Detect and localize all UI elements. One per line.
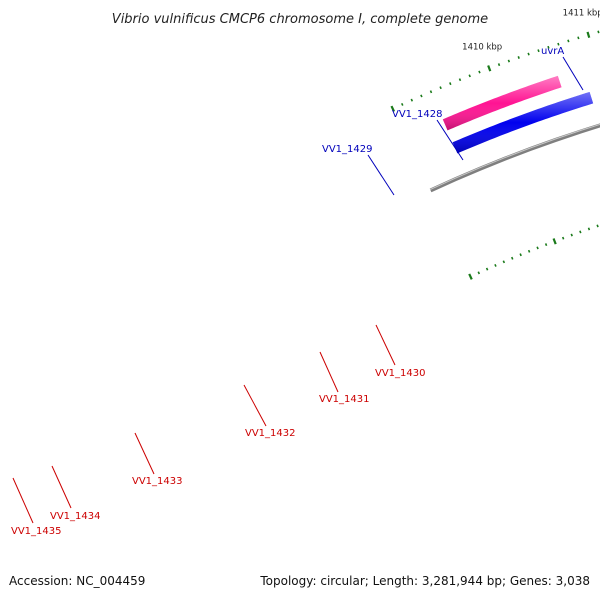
kbp-label: 1411 kbp — [563, 9, 600, 19]
gene-label[interactable]: VV1_1431 — [319, 394, 370, 405]
inner-tick-ring — [468, 224, 599, 280]
chromosome-backbone — [429, 123, 600, 193]
gene-label[interactable]: VV1_1432 — [245, 428, 296, 439]
minor-tick — [536, 246, 539, 250]
genome-summary-text: Topology: circular; Length: 3,281,944 bp… — [259, 574, 590, 588]
label-leader-line — [51, 465, 72, 509]
minor-tick — [468, 74, 471, 78]
gene-feature-shade — [452, 91, 594, 154]
label-leader-line — [12, 477, 34, 524]
gene-labels: uvrA VV1_1428 VV1_1429 VV1_1430 VV1_1431 VV1_… — [11, 46, 584, 537]
minor-tick — [527, 52, 530, 56]
label-leader-line — [319, 351, 339, 393]
minor-tick — [477, 271, 481, 275]
gene-label[interactable]: VV1_1434 — [50, 511, 101, 522]
label-leader-line — [562, 56, 584, 91]
minor-tick — [401, 102, 404, 106]
minor-tick — [570, 233, 573, 237]
accession-text: Accession: NC_004459 — [9, 574, 145, 588]
minor-tick — [527, 249, 531, 253]
gene-feature-shade — [442, 75, 562, 131]
major-tick — [390, 105, 396, 112]
minor-tick — [544, 243, 548, 247]
minor-tick — [449, 82, 452, 86]
minor-tick — [429, 90, 433, 94]
minor-tick — [507, 59, 511, 63]
minor-tick — [511, 256, 514, 260]
minor-tick — [587, 227, 591, 231]
gene-label[interactable]: VV1_1428 — [392, 109, 443, 120]
gene-label[interactable]: VV1_1433 — [132, 476, 183, 487]
major-tick — [468, 273, 473, 280]
minor-tick — [497, 63, 501, 67]
label-leader-line — [367, 154, 395, 196]
gene-label[interactable]: VV1_1435 — [11, 526, 62, 537]
outer-tick-ring — [390, 30, 600, 112]
minor-tick — [517, 56, 520, 59]
minor-tick — [561, 236, 565, 240]
minor-tick — [485, 267, 489, 271]
minor-tick — [494, 263, 497, 267]
major-tick — [487, 65, 492, 72]
minor-tick — [579, 230, 582, 234]
minor-tick — [519, 253, 522, 257]
map-title: Vibrio vulnificus CMCP6 chromosome I, co… — [112, 12, 488, 27]
gene-feature[interactable] — [452, 91, 594, 154]
minor-tick — [478, 70, 481, 74]
major-tick — [586, 31, 591, 39]
kbp-label: 1410 kbp — [462, 43, 502, 53]
gene-feature[interactable] — [442, 75, 562, 131]
minor-tick — [577, 36, 580, 40]
gene-label[interactable]: VV1_1430 — [375, 368, 426, 379]
label-leader-line — [375, 324, 396, 366]
gene-label[interactable]: uvrA — [541, 46, 564, 57]
minor-tick — [567, 39, 570, 43]
minor-tick — [547, 45, 550, 49]
chromosome-backbone-highlight — [429, 123, 600, 191]
gene-label[interactable]: VV1_1429 — [322, 144, 373, 155]
label-leader-line — [243, 384, 267, 427]
minor-tick — [458, 78, 462, 82]
major-tick — [552, 238, 557, 245]
label-leader-line — [134, 432, 155, 475]
minor-tick — [502, 260, 506, 264]
minor-tick — [439, 86, 442, 90]
minor-tick — [597, 30, 600, 34]
label-leader-line — [436, 119, 464, 161]
minor-tick — [557, 42, 560, 46]
minor-tick — [420, 94, 423, 98]
gene-features — [442, 75, 594, 154]
minor-tick — [596, 224, 599, 228]
minor-tick — [410, 98, 414, 102]
minor-tick — [537, 49, 540, 53]
